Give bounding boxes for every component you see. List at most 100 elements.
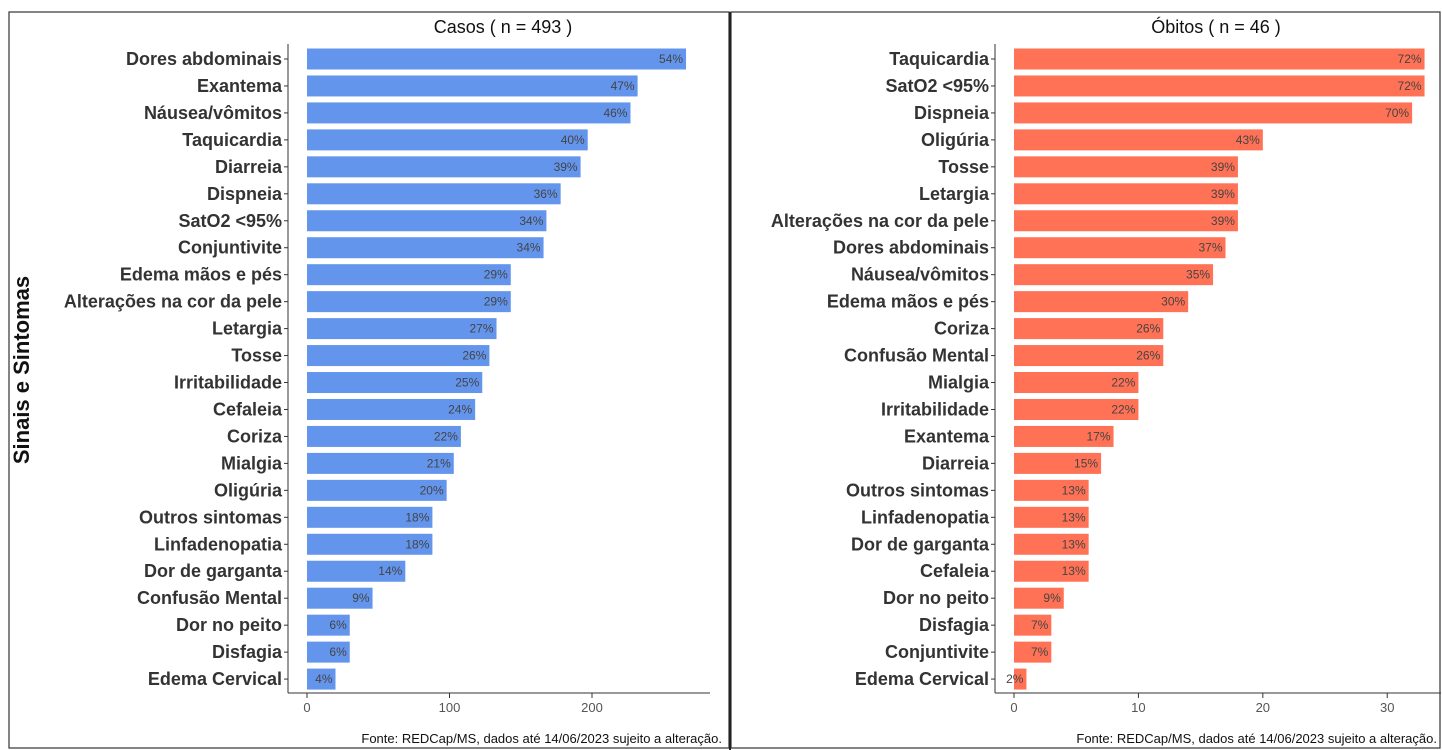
bar <box>1014 641 1052 663</box>
x-tick-label: 30 <box>1380 700 1394 715</box>
bar <box>307 237 544 259</box>
category-label: Letargia <box>212 319 283 339</box>
bar <box>1014 48 1425 70</box>
value-label: 39% <box>1211 214 1235 228</box>
value-label: 9% <box>1043 591 1061 605</box>
bar <box>307 291 511 313</box>
bar <box>307 129 588 151</box>
category-label: Dores abdominais <box>126 49 282 69</box>
bar <box>1014 264 1214 286</box>
value-label: 20% <box>420 483 444 497</box>
value-label: 37% <box>1198 241 1222 255</box>
category-label: Outros sintomas <box>846 480 989 500</box>
value-label: 36% <box>534 187 558 201</box>
category-label: Diarreia <box>922 453 990 473</box>
bar <box>307 587 373 609</box>
category-label: Linfadenopatia <box>154 534 283 554</box>
value-label: 25% <box>455 376 479 390</box>
value-label: 34% <box>517 241 541 255</box>
value-label: 40% <box>561 133 585 147</box>
bar <box>307 614 350 636</box>
bar <box>1014 129 1263 151</box>
value-label: 13% <box>1062 483 1086 497</box>
x-tick-label: 0 <box>303 700 310 715</box>
category-label: Náusea/vômitos <box>144 103 282 123</box>
category-label: Oligúria <box>921 130 990 150</box>
category-label: Conjuntivite <box>885 642 989 662</box>
value-label: 6% <box>329 618 347 632</box>
category-label: Outros sintomas <box>139 507 282 527</box>
x-tick-label: 200 <box>581 700 603 715</box>
category-label: Coriza <box>227 426 283 446</box>
value-label: 72% <box>1398 52 1422 66</box>
value-label: 13% <box>1062 564 1086 578</box>
bar <box>1014 156 1238 178</box>
x-tick-label: 10 <box>1131 700 1145 715</box>
bar <box>1014 237 1226 259</box>
category-label: Edema Cervical <box>855 669 989 689</box>
bar <box>1014 183 1238 205</box>
bar <box>1014 614 1052 636</box>
bar <box>1014 372 1139 394</box>
value-label: 14% <box>378 564 402 578</box>
category-label: Taquicardia <box>182 130 283 150</box>
y-axis-title: Sinais e Sintomas <box>9 276 34 464</box>
bar <box>1014 318 1164 340</box>
value-label: 22% <box>1111 402 1135 416</box>
category-label: Dor no peito <box>883 588 989 608</box>
bar <box>307 398 476 420</box>
x-tick-label: 100 <box>439 700 461 715</box>
bar <box>1014 291 1189 313</box>
bar <box>307 345 490 367</box>
bar <box>307 479 447 501</box>
bar <box>1014 398 1139 420</box>
x-tick-label: 0 <box>1010 700 1017 715</box>
panel-casos: Casos ( n = 493 ) 0 100 200 Dores abdominais… <box>64 17 722 746</box>
value-label: 29% <box>484 268 508 282</box>
bar <box>307 641 350 663</box>
source-note: Fonte: REDCap/MS, dados até 14/06/2023 s… <box>1076 731 1437 746</box>
category-label: Edema Cervical <box>148 669 282 689</box>
bar <box>1014 345 1164 367</box>
value-label: 34% <box>519 214 543 228</box>
value-label: 29% <box>484 295 508 309</box>
category-label: Irritabilidade <box>174 373 282 393</box>
category-label: Disfagia <box>212 642 283 662</box>
value-label: 26% <box>1136 322 1160 336</box>
value-label: 54% <box>659 52 683 66</box>
category-label: Dor no peito <box>176 615 282 635</box>
bar <box>307 452 454 474</box>
value-label: 35% <box>1186 268 1210 282</box>
category-label: Conjuntivite <box>178 238 282 258</box>
category-label: Irritabilidade <box>881 399 989 419</box>
value-label: 24% <box>448 402 472 416</box>
category-label: Edema mãos e pés <box>827 292 989 312</box>
bar <box>1014 587 1064 609</box>
value-label: 2% <box>1006 672 1024 686</box>
category-label: Mialgia <box>928 373 990 393</box>
value-label: 18% <box>405 537 429 551</box>
value-label: 22% <box>1111 376 1135 390</box>
category-label: Náusea/vômitos <box>851 265 989 285</box>
bar <box>307 425 461 447</box>
bar <box>307 372 483 394</box>
bar <box>307 102 631 124</box>
category-label: Diarreia <box>215 157 283 177</box>
value-label: 18% <box>405 510 429 524</box>
bar <box>307 48 687 70</box>
source-note: Fonte: REDCap/MS, dados até 14/06/2023 s… <box>361 731 722 746</box>
bar <box>307 75 638 97</box>
category-label: Tosse <box>231 346 282 366</box>
bar <box>1014 668 1027 690</box>
value-label: 47% <box>611 79 635 93</box>
value-label: 70% <box>1385 106 1409 120</box>
bar <box>307 183 561 205</box>
value-label: 6% <box>329 645 347 659</box>
category-label: Dispneia <box>914 103 990 123</box>
bar <box>1014 506 1089 528</box>
value-label: 39% <box>1211 160 1235 174</box>
value-label: 13% <box>1062 510 1086 524</box>
value-label: 21% <box>427 456 451 470</box>
category-label: Mialgia <box>221 453 283 473</box>
